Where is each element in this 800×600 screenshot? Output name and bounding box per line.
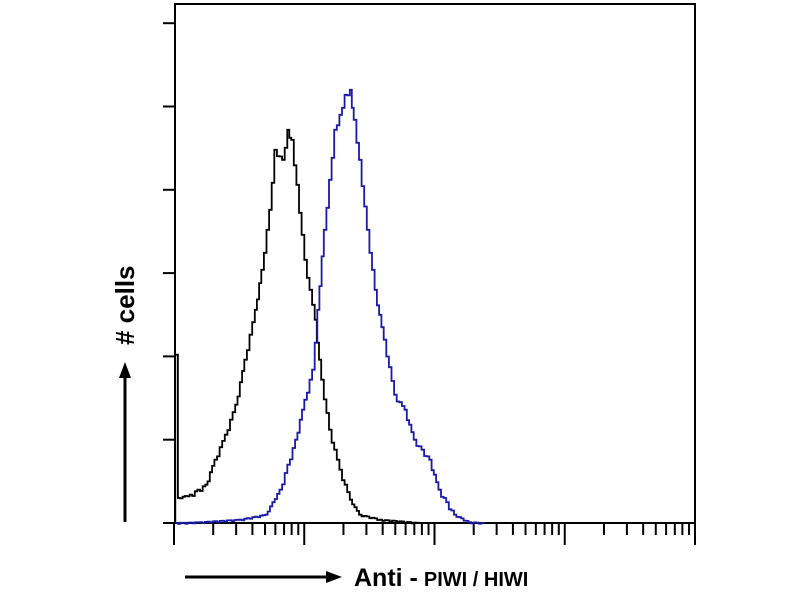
- series-line-anti-piwi-hiwi: [175, 88, 485, 525]
- x-axis-label-prefix: Anti -: [354, 564, 418, 592]
- y-axis-label: # cells: [110, 265, 140, 345]
- series-line-isotype-control: [174, 128, 420, 525]
- y-axis-arrowhead: [119, 362, 131, 378]
- series-group: [174, 88, 485, 525]
- x-axis-label: Anti - PIWI / HIWI: [354, 564, 528, 592]
- plot-frame: [174, 3, 696, 524]
- x-axis-arrowhead: [326, 571, 342, 583]
- y-axis-ticks: [163, 22, 175, 441]
- x-axis-label-target: PIWI / HIWI: [424, 569, 528, 591]
- x-axis-ticks: [163, 522, 696, 545]
